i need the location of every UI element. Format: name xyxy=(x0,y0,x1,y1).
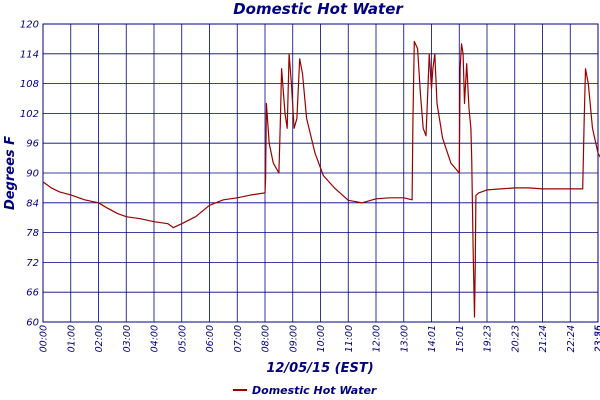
x-axis-ticks: 00:00 01:00 02:00 03:00 04:00 05:00 06:00 07:00… xyxy=(39,325,600,352)
x-tick-label: 23:25 xyxy=(594,325,600,352)
y-tick-label: 66 xyxy=(26,288,39,299)
legend-label: Domestic Hot Water xyxy=(252,384,377,397)
x-tick-label: 04:00 xyxy=(150,325,161,352)
x-tick-label: 09:00 xyxy=(288,325,299,352)
y-tick-label: 102 xyxy=(20,109,39,120)
y-tick-label: 72 xyxy=(26,258,39,269)
x-tick-label: 01:00 xyxy=(66,325,77,352)
grid xyxy=(43,23,599,323)
y-tick-label: 108 xyxy=(20,79,39,90)
x-tick-label: 19:23 xyxy=(483,325,494,352)
y-axis-ticks: 60 66 72 78 84 90 96 102 108 114 120 xyxy=(20,20,39,329)
y-tick-label: 120 xyxy=(20,20,39,31)
y-tick-label: 96 xyxy=(26,139,39,150)
y-tick-label: 60 xyxy=(26,318,39,329)
y-tick-label: 84 xyxy=(26,198,39,209)
x-tick-label: 08:00 xyxy=(261,325,272,352)
y-tick-label: 114 xyxy=(20,49,39,60)
x-tick-label: 10:00 xyxy=(316,325,327,352)
x-tick-label: 07:00 xyxy=(233,325,244,352)
x-tick-label: 22:24 xyxy=(566,325,577,352)
x-tick-label: 06:00 xyxy=(205,325,216,352)
x-tick-label: 05:00 xyxy=(177,325,188,352)
x-tick-label: 11:00 xyxy=(344,325,355,352)
x-tick-label: 12:00 xyxy=(372,325,383,352)
x-axis-title: 12/05/15 (EST) xyxy=(266,361,373,376)
x-tick-label: 03:00 xyxy=(122,325,133,352)
x-tick-label: 13:00 xyxy=(399,325,410,352)
x-tick-label: 15:01 xyxy=(455,325,466,352)
y-tick-label: 90 xyxy=(26,169,39,180)
x-tick-label: 02:00 xyxy=(94,325,105,352)
x-tick-label: 14:01 xyxy=(427,325,438,352)
series-line-domestic-hot-water xyxy=(42,40,600,318)
legend: Domestic Hot Water xyxy=(233,384,377,397)
x-tick-label: 20:23 xyxy=(510,325,521,352)
x-tick-label: 21:24 xyxy=(538,325,549,352)
x-tick-label: 00:00 xyxy=(39,325,50,352)
y-axis-title: Degrees F xyxy=(3,136,18,210)
x-tick-label: 23:56 xyxy=(594,325,600,352)
y-tick-label: 78 xyxy=(26,228,39,239)
chart-title: Domestic Hot Water xyxy=(233,0,404,18)
